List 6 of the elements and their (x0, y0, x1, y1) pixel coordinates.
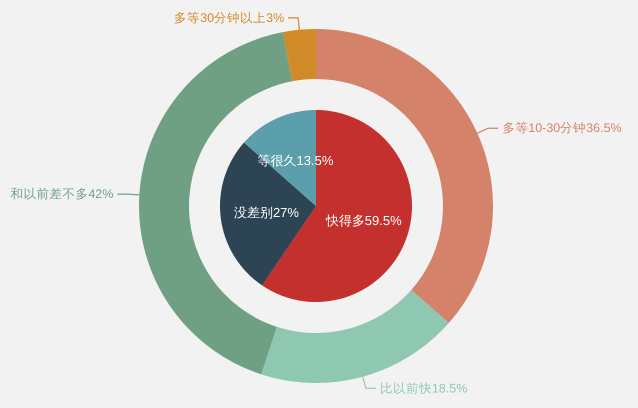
slice-label: 快得多59.5% (324, 213, 402, 228)
slice-label: 和以前差不多42% (10, 187, 114, 202)
slice-label: 没差别27% (234, 204, 300, 220)
slice-label: 比以前快18.5% (380, 381, 468, 396)
slice-label: 多等30分钟以上3% (174, 10, 284, 25)
slice-label: 多等10-30分钟36.5% (502, 121, 622, 136)
